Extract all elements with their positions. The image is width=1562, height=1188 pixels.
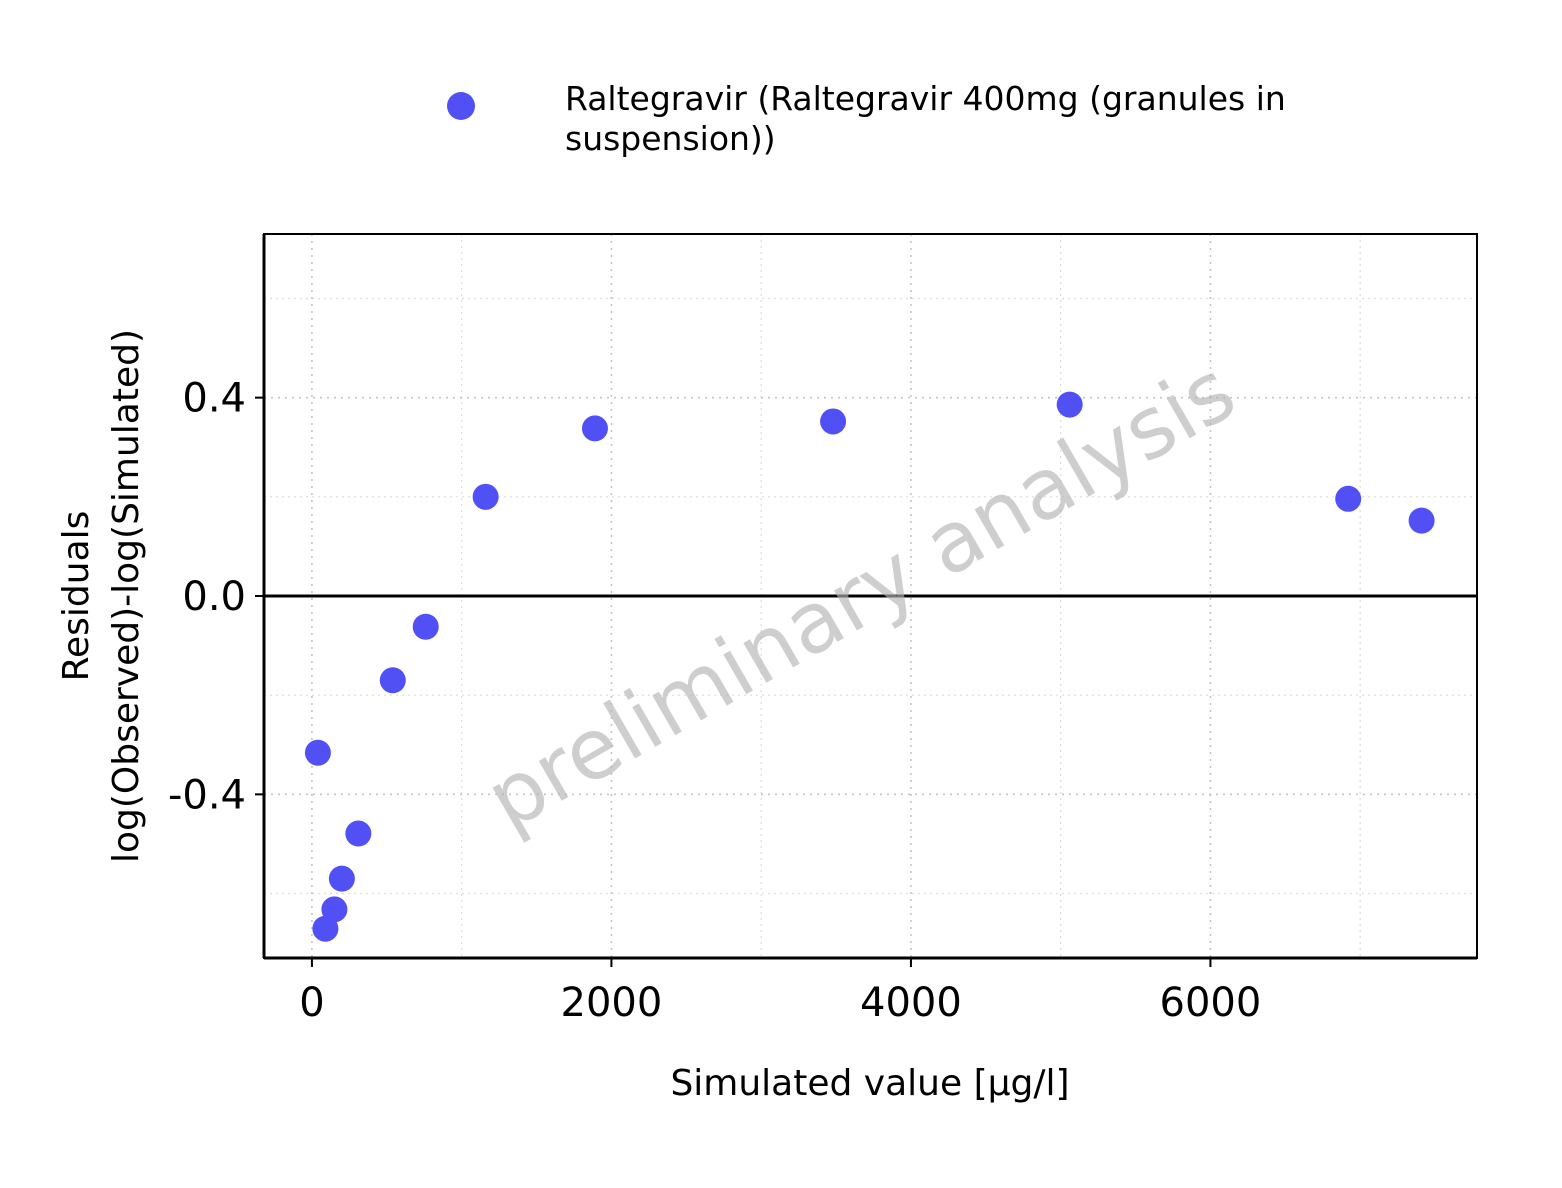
data-point (581, 415, 608, 442)
x-tick-label: 2000 (561, 980, 663, 1026)
data-point (379, 667, 406, 694)
x-tick-label: 6000 (1160, 980, 1262, 1026)
y-tick-label: 0.0 (182, 574, 246, 620)
data-point (820, 408, 847, 435)
data-point (345, 820, 372, 847)
x-axis-ticks: 0 2000 4000 6000 (299, 958, 1261, 1026)
data-point (1408, 507, 1435, 534)
y-tick-label: 0.4 (182, 376, 246, 422)
y-axis-title: Residuals log(Observed)-log(Simulated) (56, 329, 147, 863)
legend: Raltegravir (Raltegravir 400mg (granules… (447, 79, 1286, 158)
legend-label-line-1: Raltegravir (Raltegravir 400mg (granules… (565, 79, 1286, 118)
data-point (304, 739, 331, 766)
data-point (328, 865, 355, 892)
y-axis-title-line-2: log(Observed)-log(Simulated) (106, 329, 147, 863)
data-points (304, 391, 1435, 942)
y-axis-ticks: -0.4 0.0 0.4 (168, 376, 264, 818)
x-tick-label: 4000 (860, 980, 962, 1026)
y-axis-title-line-1: Residuals (56, 511, 97, 682)
data-point (1335, 485, 1362, 512)
data-point (472, 483, 499, 510)
x-tick-label: 0 (299, 980, 324, 1026)
data-point (1056, 391, 1083, 418)
y-tick-label: -0.4 (168, 772, 246, 818)
data-point (321, 896, 348, 923)
legend-label-line-2: suspension)) (565, 119, 776, 158)
data-point (312, 915, 339, 942)
x-axis-title: Simulated value [µg/l] (670, 1063, 1069, 1104)
legend-marker (447, 92, 475, 120)
data-point (412, 613, 439, 640)
